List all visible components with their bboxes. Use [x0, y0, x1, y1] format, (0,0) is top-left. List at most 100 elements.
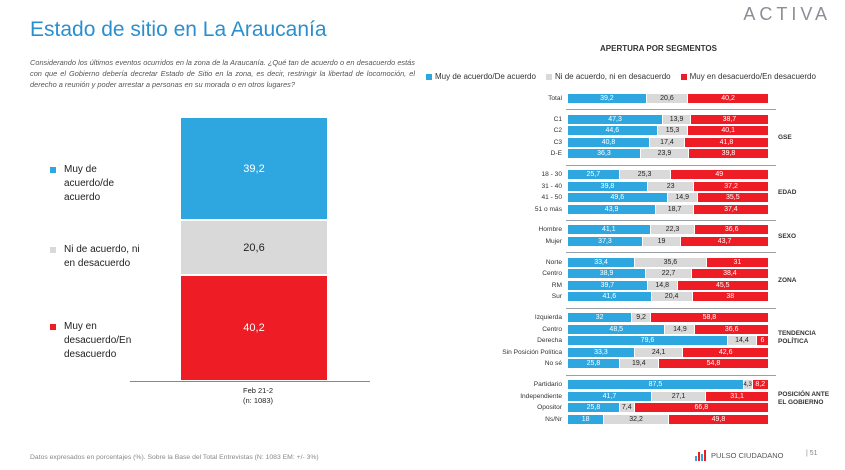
segment-bar-agree: 41,1: [568, 225, 650, 235]
segment-bar-agree: 25,7: [568, 170, 619, 179]
segment-group-divider: [566, 219, 776, 221]
survey-question: Considerando los últimos eventos ocurrid…: [30, 58, 415, 89]
segment-bar-value-disagree: 43,7: [717, 238, 732, 245]
segment-bar-value-agree: 33,3: [594, 348, 608, 356]
legend-swatch-disagree: [680, 73, 687, 80]
segment-bar-agree: 25,8: [568, 359, 619, 369]
segment-bar-value-neutral: 23,9: [657, 150, 672, 158]
segment-bar-value-neutral: 20,4: [664, 293, 679, 301]
segment-bar-neutral: 15,3: [657, 126, 688, 136]
segment-bar-neutral: 9,2: [632, 313, 650, 322]
segment-bar-agree: 33,4: [568, 257, 635, 267]
segment-bar-value-neutral: 14,4: [735, 337, 749, 345]
segment-bar-disagree: 8,2: [752, 380, 768, 389]
segment-row-label: RM: [551, 281, 562, 289]
segment-bar-value-disagree: 35,5: [726, 194, 740, 202]
segment-row-label: No sé: [544, 360, 562, 368]
main-legend-label-neutral: Ni de acuerdo, ni en desacuerdo: [64, 243, 140, 271]
segment-bar-value-agree: 44,6: [605, 127, 620, 135]
segment-row-label: C2: [553, 127, 562, 135]
main-legend-line: acuerdo: [64, 192, 101, 203]
legend-swatch-neutral: [545, 73, 552, 80]
segment-bar-value-agree: 49,6: [610, 194, 625, 202]
segment-bar-value-disagree: 31,1: [730, 392, 744, 400]
segment-bar-disagree: 39,8: [689, 149, 768, 159]
segment-bar-value-neutral: 15,3: [665, 127, 680, 135]
legend-label-agree: Muy de acuerdo/De acuerdo: [435, 72, 536, 81]
segment-bar-value-disagree: 40,2: [721, 95, 735, 102]
segment-bar-agree: 38,9: [568, 269, 646, 279]
segment-bar-value-agree: 79,6: [640, 337, 655, 345]
segment-row-label: C1: [553, 115, 562, 123]
brand: PULSO CIUDADANO: [695, 450, 784, 461]
segment-group-label: GSE: [778, 133, 792, 141]
main-legend-agree: Muy de acuerdo/de acuerdo: [50, 163, 114, 205]
segment-bar-value-agree: 36,3: [597, 150, 611, 158]
main-stacked-bar-chart: 39,2 20,6 40,2: [120, 118, 370, 382]
segment-bar-agree: 87,5: [568, 380, 743, 389]
segment-bar-agree: 49,6: [568, 193, 667, 203]
segment-bar-disagree: 40,1: [688, 126, 768, 136]
segment-bar-value-neutral: 7,4: [621, 404, 632, 412]
main-legend-label-agree: Muy de acuerdo/de acuerdo: [64, 163, 114, 205]
main-bar-agree: 39,2: [181, 118, 327, 220]
main-bar-value-neutral: 20,6: [243, 241, 265, 254]
legend-item-agree: Muy de acuerdo/De acuerdo: [426, 72, 536, 81]
legend-swatch-agree: [426, 73, 432, 80]
segment-bar-value-neutral: 14,9: [675, 194, 689, 202]
segment-bar-value-agree: 47,3: [608, 115, 622, 123]
segment-bar-agree: 47,3: [568, 114, 663, 124]
segment-bar-disagree: 31: [706, 257, 768, 267]
segment-bar-disagree: 38,7: [691, 114, 768, 124]
segment-bar-value-disagree: 58,8: [702, 314, 717, 321]
segment-bar-agree: 44,6: [568, 126, 657, 136]
segment-bar-disagree: 54,8: [658, 359, 768, 369]
segment-bar-neutral: 24,1: [634, 347, 683, 357]
segment-bar-agree: 18: [568, 414, 604, 424]
segment-row-label: C3: [553, 138, 562, 146]
segment-group-divider: [566, 374, 776, 376]
legend-swatch-agree: [50, 167, 56, 173]
segment-bar-value-disagree: 49,8: [711, 415, 726, 423]
segment-bar-neutral: 19: [642, 237, 681, 246]
segment-bar-neutral: 14,8: [647, 280, 677, 290]
segment-bar-value-disagree: 38,7: [722, 115, 737, 123]
segment-bar-value-agree: 43,9: [604, 205, 619, 213]
segment-row-label: Centro: [542, 270, 562, 278]
segment-row-label: Izquierda: [534, 314, 562, 321]
segment-bar-value-agree: 18: [581, 415, 590, 423]
segment-bar-value-disagree: 37,4: [724, 205, 738, 213]
segment-bar-neutral: 20,6: [646, 94, 688, 103]
segment-bar-neutral: 35,6: [635, 257, 706, 267]
segment-bar-neutral: 7,4: [619, 403, 634, 413]
segment-group-divider: [566, 252, 776, 254]
segment-bar-value-agree: 37,3: [598, 238, 612, 245]
segment-bar-agree: 33,3: [568, 347, 634, 357]
segment-row-label: 51 o más: [534, 205, 562, 213]
pulso-ciudadano-logo-icon: [695, 450, 707, 461]
segment-bar-value-neutral: 19,4: [632, 360, 646, 368]
segment-bar-value-neutral: 23: [666, 182, 675, 190]
segment-bar-value-disagree: 42,6: [718, 348, 733, 356]
segment-row-label: Total: [548, 95, 562, 102]
segment-bar-agree: 25,8: [568, 403, 619, 413]
legend-label-disagree: Muy en desacuerdo/En desacuerdo: [689, 72, 816, 81]
segment-bar-value-agree: 40,8: [601, 138, 616, 146]
segment-bar-agree: 40,8: [568, 137, 649, 147]
segment-bar-value-agree: 41,1: [601, 226, 616, 234]
segment-bar-value-disagree: 39,8: [721, 150, 736, 158]
segment-bar-neutral: 22,3: [650, 225, 695, 235]
x-label-sample: (n: 1083): [242, 396, 274, 405]
segment-bar-disagree: 49,8: [668, 414, 768, 424]
segment-bar-value-neutral: 4,3: [743, 381, 752, 388]
segment-row-label: Mujer: [545, 238, 563, 245]
segment-bar-neutral: 4,3: [744, 380, 752, 389]
segment-bar-value-agree: 41,6: [602, 293, 617, 301]
segment-row-label: 31 - 40: [541, 182, 562, 190]
segment-bar-value-agree: 39,7: [600, 281, 615, 289]
segment-bar-disagree: 6: [756, 336, 768, 346]
segment-bar-value-disagree: 31: [733, 258, 742, 266]
segment-bar-value-disagree: 40,1: [721, 127, 735, 135]
segment-row-label: Hombre: [538, 226, 562, 234]
segment-bar-agree: 79,6: [568, 336, 727, 346]
